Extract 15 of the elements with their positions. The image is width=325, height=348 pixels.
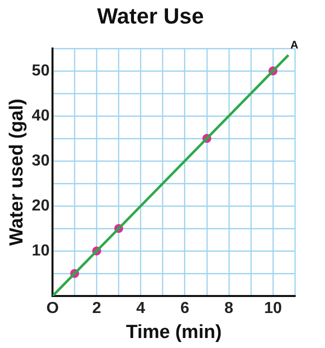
x-tick-label: 8 <box>224 300 234 318</box>
y-tick-label: 50 <box>32 62 50 80</box>
y-tick-label: 20 <box>32 197 50 214</box>
x-tick-label: 2 <box>92 300 102 318</box>
y-tick-label: 30 <box>32 152 50 170</box>
y-axis-title: Water used (gal) <box>6 98 28 246</box>
x-axis-title: Time (min) <box>126 322 222 343</box>
x-tick-label: 4 <box>136 300 146 318</box>
x-tick-label: 6 <box>180 300 190 318</box>
y-tick-label: 40 <box>32 107 50 124</box>
y-tick-label: 10 <box>32 242 50 260</box>
x-tick-label: 10 <box>264 300 282 318</box>
x-tick-label: O <box>46 300 59 318</box>
annotation: A <box>290 40 298 52</box>
chart-title: Water Use <box>97 3 204 28</box>
